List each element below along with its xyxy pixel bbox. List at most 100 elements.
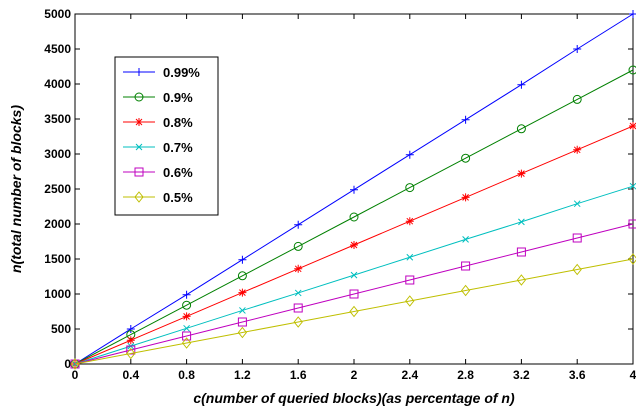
data-point bbox=[516, 247, 526, 257]
series-line bbox=[74, 223, 634, 365]
y-tick-label: 3000 bbox=[44, 147, 71, 161]
data-point bbox=[460, 284, 471, 297]
legend-label: 0.9% bbox=[163, 90, 193, 105]
legend-marker bbox=[135, 143, 143, 151]
data-point bbox=[350, 241, 358, 249]
data-point bbox=[516, 124, 526, 134]
x-tick-label: 2.4 bbox=[401, 368, 418, 382]
legend-item: 0.99% bbox=[123, 65, 200, 80]
data-point bbox=[461, 193, 470, 202]
data-point bbox=[294, 264, 303, 273]
x-tick-label: 1.2 bbox=[234, 368, 251, 382]
data-point bbox=[573, 145, 582, 154]
data-point bbox=[572, 94, 582, 104]
data-point bbox=[238, 288, 247, 297]
legend-marker bbox=[134, 191, 144, 203]
data-point bbox=[182, 290, 191, 299]
data-point bbox=[405, 150, 414, 159]
y-tick-label: 1000 bbox=[44, 287, 71, 301]
series-square bbox=[70, 219, 636, 369]
data-point bbox=[629, 182, 636, 190]
data-point bbox=[70, 358, 80, 370]
x-tick-label: 2 bbox=[351, 368, 358, 382]
legend-label: 0.8% bbox=[163, 115, 193, 130]
legend-marker bbox=[135, 68, 143, 76]
y-tick-label: 5000 bbox=[44, 7, 71, 21]
x-tick-label: 3.6 bbox=[569, 368, 586, 382]
data-point bbox=[294, 289, 302, 297]
data-point bbox=[238, 255, 247, 264]
legend-label: 0.99% bbox=[163, 65, 200, 80]
data-point bbox=[126, 325, 135, 333]
x-tick-label: 0.4 bbox=[122, 368, 139, 382]
data-point bbox=[126, 336, 135, 345]
data-point bbox=[182, 300, 192, 310]
series-diamond bbox=[70, 253, 636, 370]
data-point bbox=[126, 347, 136, 360]
y-tick-label: 500 bbox=[51, 322, 71, 336]
series-plus bbox=[71, 10, 636, 368]
legend-marker bbox=[134, 167, 144, 177]
data-point bbox=[293, 303, 303, 313]
x-axis-title: c(number of queried blocks)(as percentag… bbox=[193, 390, 515, 406]
y-axis: 0 500 1000 1500 2000 2500 3000 3500 4000 4500 5000 bbox=[44, 7, 633, 371]
y-tick-label: 2500 bbox=[44, 182, 71, 196]
data-point bbox=[182, 312, 191, 321]
x-tick-label: 0.8 bbox=[178, 368, 195, 382]
data-point bbox=[237, 326, 248, 339]
data-point bbox=[294, 220, 303, 229]
legend-item: 0.7% bbox=[123, 140, 193, 155]
data-point bbox=[349, 289, 359, 299]
data-point bbox=[239, 307, 246, 314]
legend: 0.99% 0.9% 0.8% 0.7% 0.6% 0.5% bbox=[114, 56, 219, 216]
data-point bbox=[183, 324, 190, 332]
y-tick-label: 0 bbox=[64, 357, 71, 371]
series-x bbox=[71, 182, 636, 368]
data-point bbox=[462, 236, 469, 243]
data-point bbox=[518, 218, 525, 226]
data-point bbox=[405, 217, 414, 226]
data-point bbox=[628, 219, 636, 229]
data-point bbox=[182, 331, 192, 341]
y-tick-label: 1500 bbox=[44, 252, 71, 266]
series-line bbox=[74, 69, 634, 365]
data-point bbox=[405, 295, 415, 307]
legend-marker bbox=[135, 118, 143, 126]
data-point bbox=[517, 80, 526, 89]
data-point bbox=[405, 275, 415, 285]
legend-item: 0.9% bbox=[123, 90, 193, 105]
series-line bbox=[74, 258, 634, 365]
data-point bbox=[573, 200, 581, 208]
data-point bbox=[461, 115, 470, 124]
legend-item: 0.5% bbox=[123, 190, 193, 205]
y-tick-label: 3500 bbox=[44, 112, 71, 126]
x-tick-label: 3.2 bbox=[513, 368, 530, 382]
y-axis-title: n(total number of blocks) bbox=[8, 105, 24, 273]
legend-item: 0.8% bbox=[123, 115, 193, 130]
data-point bbox=[237, 317, 247, 327]
x-axis: 0 0.4 0.8 1.2 1.6 2 2.4 2.8 3.2 3.6 4 bbox=[72, 14, 636, 382]
x-tick-label: 4 bbox=[630, 368, 636, 382]
data-point bbox=[517, 169, 526, 178]
data-point bbox=[181, 337, 192, 349]
data-point bbox=[629, 122, 636, 130]
legend-label: 0.7% bbox=[163, 140, 193, 155]
data-point bbox=[572, 233, 582, 243]
data-point bbox=[349, 212, 359, 222]
data-point bbox=[293, 316, 303, 328]
data-point bbox=[406, 253, 414, 261]
y-tick-label: 4500 bbox=[44, 42, 71, 56]
legend-item: 0.6% bbox=[123, 165, 193, 180]
y-tick-label: 4000 bbox=[44, 77, 71, 91]
legend-box bbox=[114, 56, 219, 216]
legend-label: 0.5% bbox=[163, 190, 193, 205]
legend-marker bbox=[134, 92, 144, 102]
data-point bbox=[405, 183, 415, 193]
data-point bbox=[461, 153, 471, 163]
data-point bbox=[293, 241, 303, 251]
data-point bbox=[350, 271, 358, 279]
data-point bbox=[516, 274, 527, 286]
legend-label: 0.6% bbox=[163, 165, 193, 180]
x-tick-label: 2.8 bbox=[457, 368, 474, 382]
